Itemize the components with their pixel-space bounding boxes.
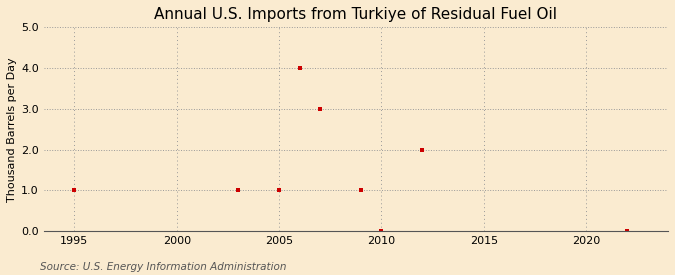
Text: Source: U.S. Energy Information Administration: Source: U.S. Energy Information Administ…: [40, 262, 287, 272]
Y-axis label: Thousand Barrels per Day: Thousand Barrels per Day: [7, 57, 17, 202]
Title: Annual U.S. Imports from Turkiye of Residual Fuel Oil: Annual U.S. Imports from Turkiye of Resi…: [155, 7, 558, 22]
